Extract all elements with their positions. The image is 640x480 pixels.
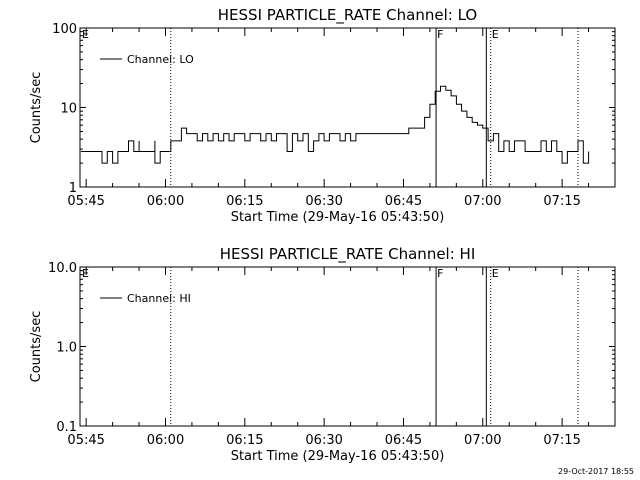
chart-panel-1: HESSI PARTICLE_RATE Channel: LO 1 10 100 05:…: [29, 6, 616, 225]
event-marker-label: E: [82, 267, 89, 280]
event-marker-label: F: [437, 28, 443, 41]
y-tick-label: 0.1: [56, 420, 77, 435]
event-marker-label: E: [492, 28, 499, 41]
x-tick-label: 07:00: [464, 194, 501, 209]
y-tick-label: 10: [60, 102, 77, 117]
x-tick-label: 06:30: [305, 433, 342, 448]
series-line: [80, 85, 590, 164]
x-tick-label: 06:30: [305, 194, 342, 209]
x-tick-label: 05:45: [67, 194, 104, 209]
y-tick-label: 100: [52, 22, 77, 37]
y-tick-label: 1: [69, 181, 77, 196]
x-tick-label: 07:00: [464, 433, 501, 448]
x-tick-label: 06:45: [385, 194, 422, 209]
x-tick-label: 07:15: [543, 433, 580, 448]
footer-timestamp: 29-Oct-2017 18:55: [558, 467, 634, 476]
plot-frame: [79, 266, 616, 427]
event-marker-label: F: [437, 267, 443, 280]
x-axis-label: Start Time (29-May-16 05:43:50): [231, 449, 445, 464]
x-tick-label: 07:15: [543, 194, 580, 209]
y-axis-label: Counts/sec: [29, 311, 44, 383]
chart-panel-2: HESSI PARTICLE_RATE Channel: HI 0.1 1.0 10.…: [29, 245, 616, 464]
x-tick-label: 06:00: [147, 433, 184, 448]
y-tick-label: 10.0: [48, 261, 77, 276]
event-marker-label: E: [82, 28, 89, 41]
legend-label: Channel: LO: [127, 53, 194, 66]
x-tick-label: 06:45: [385, 433, 422, 448]
x-axis-label: Start Time (29-May-16 05:43:50): [231, 210, 445, 225]
x-tick-label: 06:15: [226, 194, 263, 209]
chart-title: HESSI PARTICLE_RATE Channel: LO: [218, 6, 477, 25]
event-marker-label: E: [492, 267, 499, 280]
x-tick-label: 06:00: [147, 194, 184, 209]
y-tick-label: 1.0: [56, 341, 77, 356]
y-axis-label: Counts/sec: [29, 72, 44, 144]
chart-title: HESSI PARTICLE_RATE Channel: HI: [220, 245, 476, 264]
legend-label: Channel: HI: [127, 292, 191, 305]
x-tick-label: 06:15: [226, 433, 263, 448]
x-tick-label: 05:45: [67, 433, 104, 448]
